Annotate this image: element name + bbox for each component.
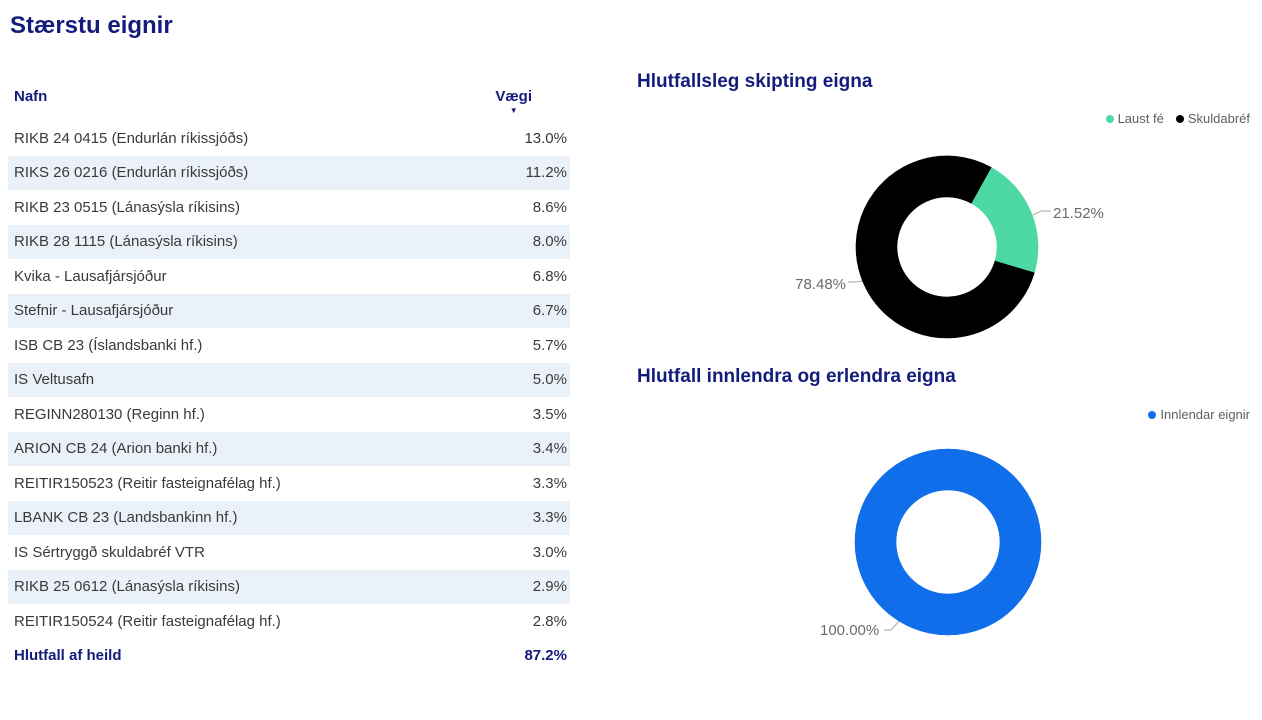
table-row[interactable]: Kvika - Lausafjársjóður 6.8% — [8, 259, 570, 294]
callout-line — [884, 618, 902, 631]
column-header-vaegi[interactable]: Vægi ▼ — [495, 88, 532, 115]
legend-item[interactable]: Innlendar eignir — [1148, 407, 1250, 422]
legend-dot-icon — [1148, 410, 1157, 419]
legend-label: Skuldabréf — [1187, 111, 1250, 126]
asset-weight: 3.3% — [532, 474, 567, 492]
table-row[interactable]: REITIR150524 (Reitir fasteignafélag hf.)… — [8, 604, 570, 639]
donut-chart-asset-split — [848, 155, 1051, 339]
asset-name: RIKB 28 1115 (Lánasýsla ríkisins) — [14, 233, 238, 251]
legend-label: Laust fé — [1117, 111, 1164, 126]
table-total-row: Hlutfall af heild 87.2% — [8, 638, 570, 673]
table-row[interactable]: REITIR150523 (Reitir fasteignafélag hf.)… — [8, 466, 570, 501]
table-body: RIKB 24 0415 (Endurlán ríkissjóðs) 13.0% R… — [8, 121, 570, 639]
asset-name: IS Sértryggð skuldabréf VTR — [14, 543, 205, 561]
asset-name: REITIR150523 (Reitir fasteignafélag hf.) — [14, 474, 281, 492]
chart2-title: Hlutfall innlendra og erlendra eigna — [637, 366, 956, 387]
table-row[interactable]: ISB CB 23 (Íslandsbanki hf.) 5.7% — [8, 328, 570, 363]
total-value: 87.2% — [524, 646, 567, 664]
donut-chart-domestic-foreign — [854, 448, 1042, 636]
asset-name: REITIR150524 (Reitir fasteignafélag hf.) — [14, 612, 281, 630]
sort-descending-icon: ▼ — [509, 106, 518, 115]
table-header: Nafn Vægi ▼ — [8, 86, 570, 120]
legend-item[interactable]: Laust fé — [1105, 111, 1164, 126]
asset-name: Stefnir - Lausafjársjóður — [14, 302, 174, 320]
chart1-title: Hlutfallsleg skipting eigna — [637, 71, 873, 92]
column-header-nafn[interactable]: Nafn — [14, 88, 48, 105]
table-row[interactable]: REGINN280130 (Reginn hf.) 3.5% — [8, 397, 570, 432]
asset-name: IS Veltusafn — [14, 371, 95, 389]
legend-dot-icon — [1105, 114, 1114, 123]
asset-weight: 2.8% — [532, 612, 567, 630]
table-row[interactable]: IS Sértryggð skuldabréf VTR 3.0% — [8, 535, 570, 570]
chart2-legend: Innlendar eignir — [1148, 407, 1250, 422]
asset-name: RIKB 24 0415 (Endurlán ríkissjóðs) — [14, 129, 249, 147]
asset-weight: 8.6% — [532, 198, 567, 216]
table-row[interactable]: RIKB 28 1115 (Lánasýsla ríkisins) 8.0% — [8, 224, 570, 259]
table-row[interactable]: RIKB 23 0515 (Lánasýsla ríkisins) 8.6% — [8, 190, 570, 225]
legend-dot-icon — [1175, 114, 1184, 123]
callout-line — [848, 280, 864, 283]
asset-weight: 6.8% — [532, 267, 567, 285]
legend-item[interactable]: Skuldabréf — [1175, 111, 1250, 126]
asset-weight: 3.5% — [532, 405, 567, 423]
asset-weight: 2.9% — [532, 578, 567, 596]
asset-name: RIKS 26 0216 (Endurlán ríkissjóðs) — [14, 164, 249, 182]
table-row[interactable]: RIKB 25 0612 (Lánasýsla ríkisins) 2.9% — [8, 569, 570, 604]
donut-slice-innlendar-eignir[interactable] — [854, 448, 949, 636]
callout-line — [1032, 210, 1051, 216]
asset-weight: 11.2% — [525, 164, 567, 182]
asset-name: Kvika - Lausafjársjóður — [14, 267, 167, 285]
donut-slice-skuldabr-f[interactable] — [855, 155, 1035, 339]
data-label-laust-fe: 21.52% — [1053, 205, 1104, 222]
asset-weight: 13.0% — [524, 129, 567, 147]
data-label-innlendar-eignir: 100.00% — [820, 622, 880, 639]
page-title: Stærstu eignir — [10, 12, 173, 39]
asset-weight: 3.3% — [532, 509, 567, 527]
table-row[interactable]: IS Veltusafn 5.0% — [8, 362, 570, 397]
asset-weight: 3.4% — [532, 440, 567, 458]
table-row[interactable]: LBANK CB 23 (Landsbankinn hf.) 3.3% — [8, 500, 570, 535]
asset-weight: 8.0% — [532, 233, 567, 251]
legend-label: Innlendar eignir — [1160, 407, 1250, 422]
asset-weight: 5.7% — [532, 336, 567, 354]
table-row[interactable]: ARION CB 24 (Arion banki hf.) 3.4% — [8, 431, 570, 466]
asset-name: ARION CB 24 (Arion banki hf.) — [14, 440, 218, 458]
total-label: Hlutfall af heild — [14, 646, 122, 664]
asset-name: ISB CB 23 (Íslandsbanki hf.) — [14, 336, 203, 354]
table-row[interactable]: RIKB 24 0415 (Endurlán ríkissjóðs) 13.0% — [8, 121, 570, 156]
asset-weight: 3.0% — [532, 543, 567, 561]
chart1-legend: Laust fé Skuldabréf — [1105, 111, 1250, 126]
column-header-vaegi-label: Vægi — [495, 88, 532, 105]
asset-weight: 5.0% — [532, 371, 567, 389]
asset-weight: 6.7% — [532, 302, 567, 320]
asset-name: REGINN280130 (Reginn hf.) — [14, 405, 205, 423]
asset-name: RIKB 23 0515 (Lánasýsla ríkisins) — [14, 198, 240, 216]
table-row[interactable]: RIKS 26 0216 (Endurlán ríkissjóðs) 11.2% — [8, 155, 570, 190]
table-row[interactable]: Stefnir - Lausafjársjóður 6.7% — [8, 293, 570, 328]
asset-name: LBANK CB 23 (Landsbankinn hf.) — [14, 509, 238, 527]
asset-name: RIKB 25 0612 (Lánasýsla ríkisins) — [14, 578, 240, 596]
data-label-skuldabref: 78.48% — [795, 276, 846, 293]
donut-slice-innlendar-eignir[interactable] — [947, 448, 1042, 636]
